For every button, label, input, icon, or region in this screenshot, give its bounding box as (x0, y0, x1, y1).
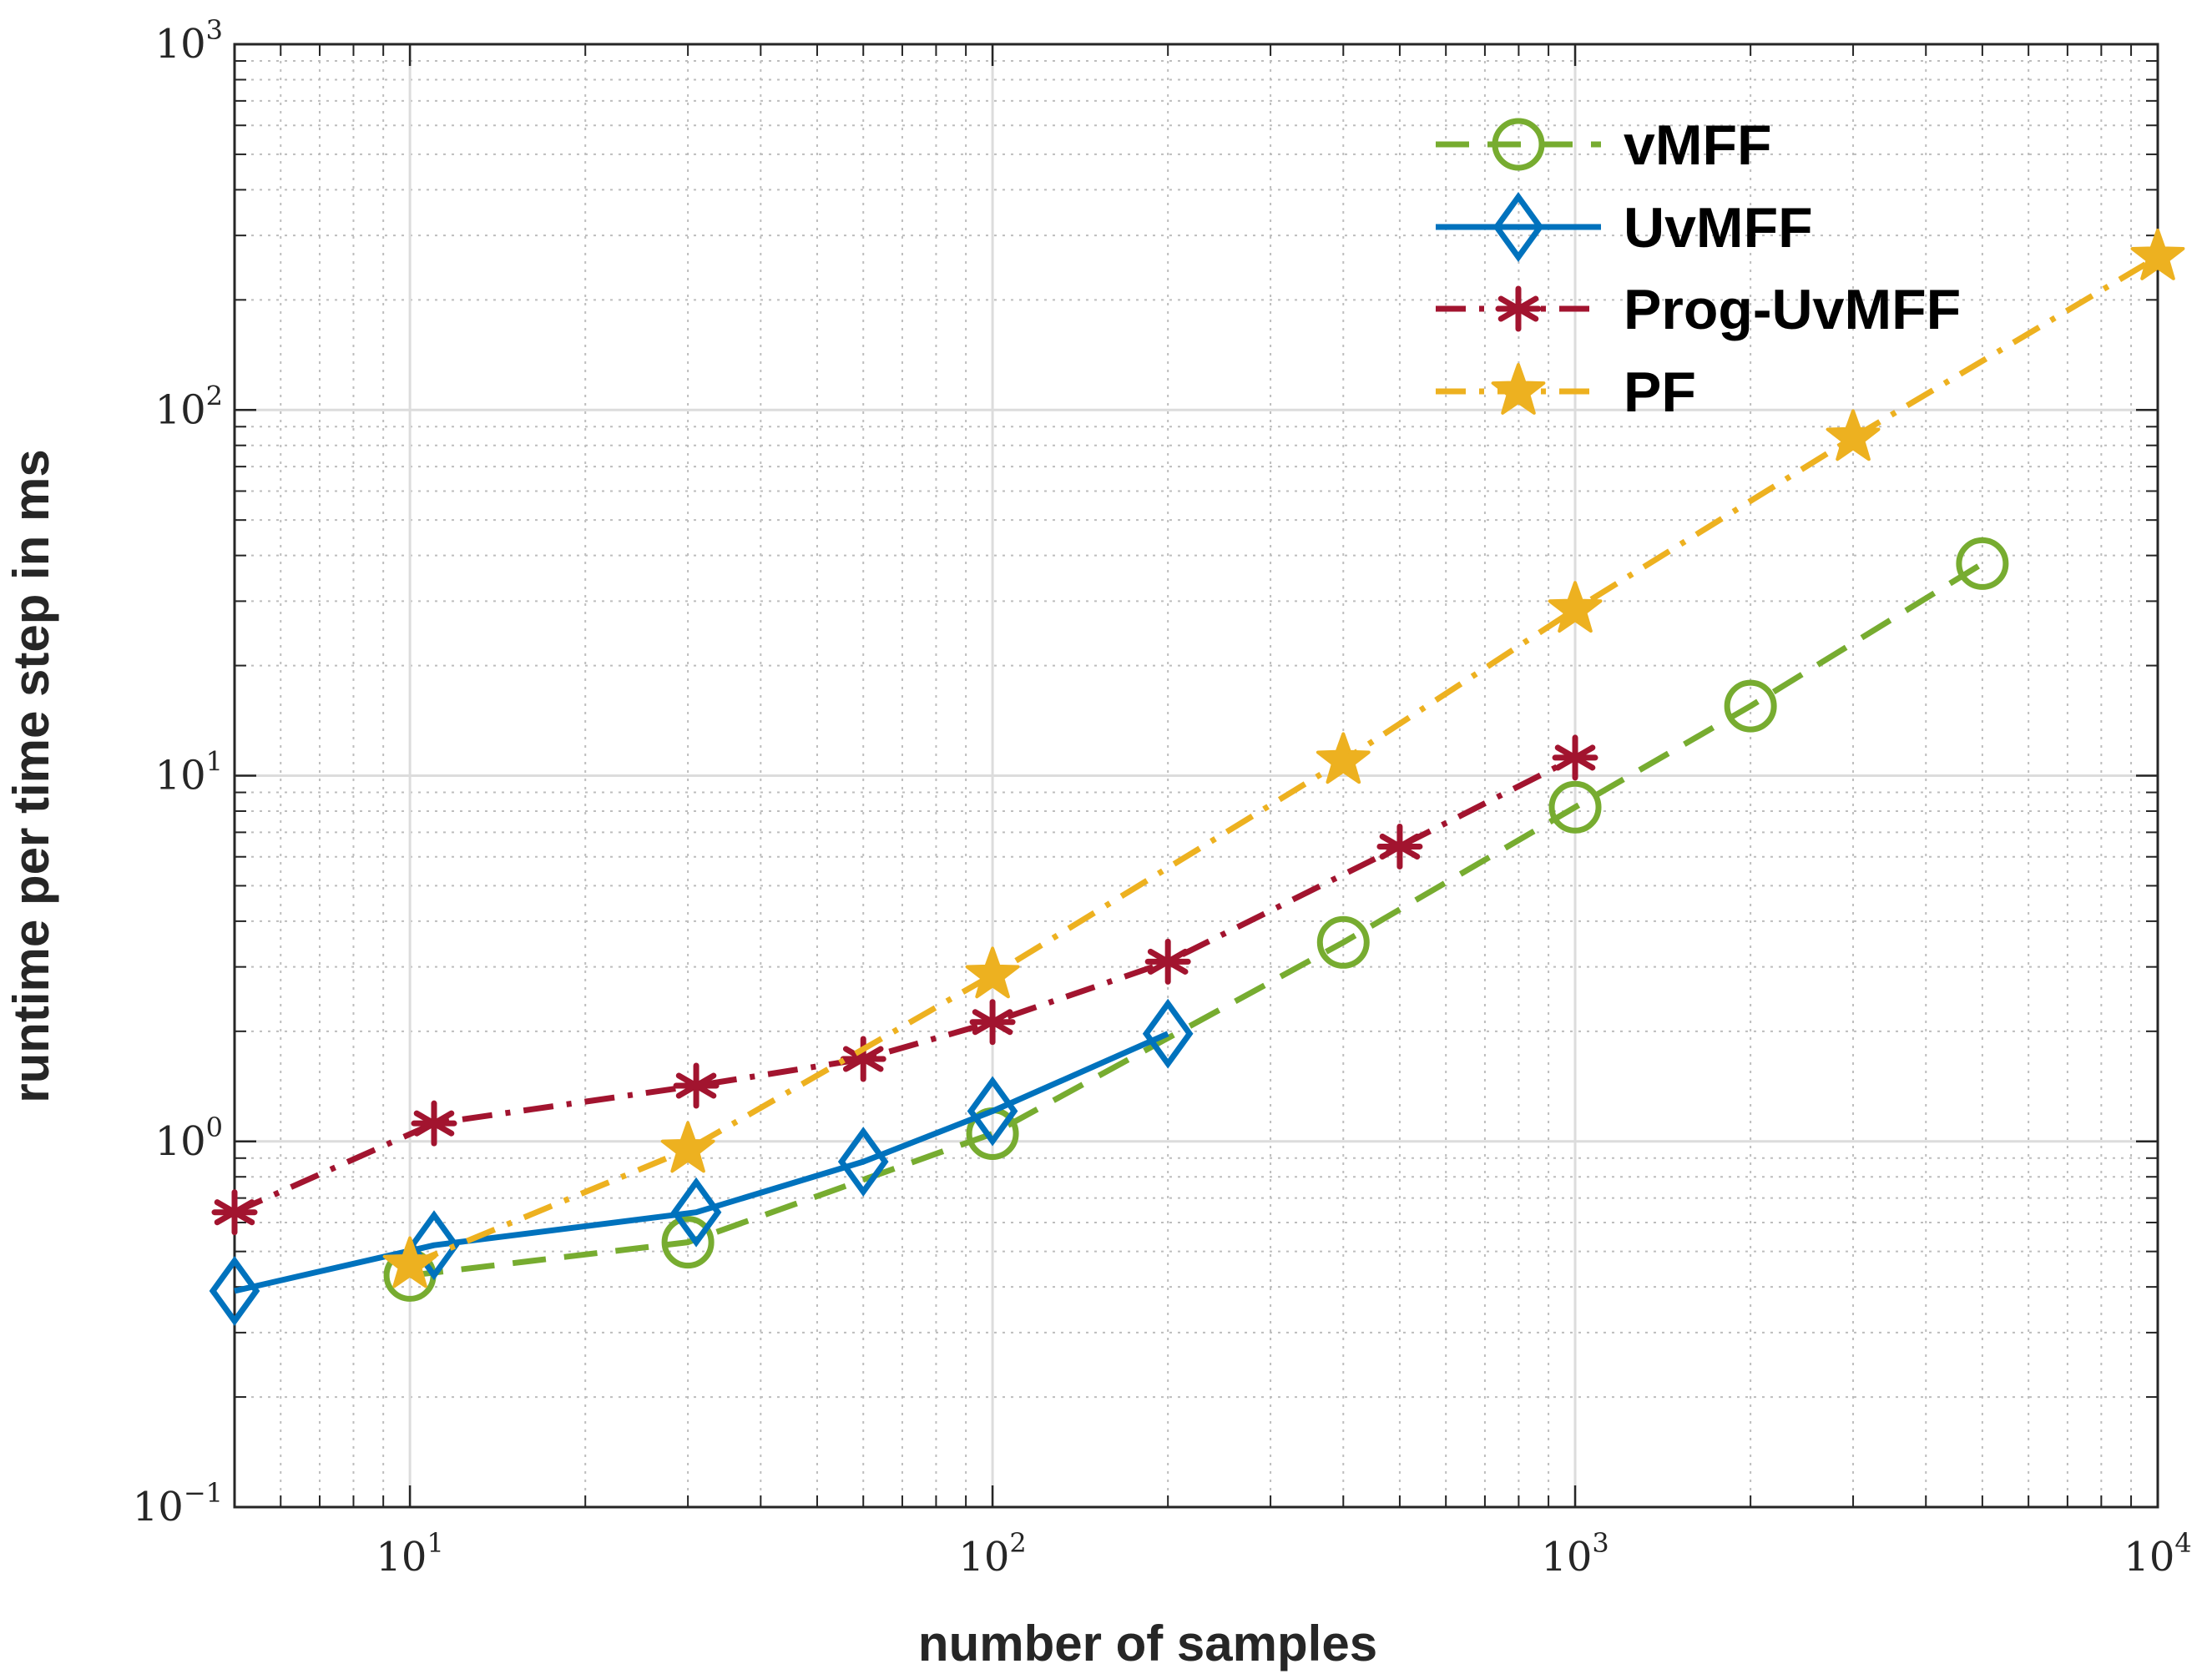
data-point-pf (2130, 228, 2185, 280)
legend-item-uvmff: UvMFF (1436, 192, 1813, 262)
series-line-uvmff (234, 1031, 1169, 1294)
legend-marker-prog-uvmff (1495, 285, 1542, 332)
data-point-prog-uvmff (673, 1062, 720, 1109)
data-point-uvmff (670, 1177, 722, 1248)
legend-label-vmff: vMFF (1624, 113, 1772, 177)
data-point-vmff (1548, 780, 1602, 834)
series-uvmff (209, 998, 1194, 1326)
series-prog-uvmff (211, 734, 1598, 1236)
legend-item-pf: PF (1436, 361, 1696, 424)
data-point-uvmff (408, 1210, 460, 1281)
legend-marker-pf (1491, 363, 1546, 415)
x-axis-title: number of samples (918, 1616, 1377, 1671)
x-tick-label: 103 (1541, 1527, 1608, 1581)
legend-marker-vmff (1492, 118, 1545, 171)
minor-grid (235, 44, 2158, 1507)
data-point-uvmff (209, 1255, 260, 1326)
data-point-pf (1826, 409, 1881, 461)
x-tick-label: 101 (376, 1527, 443, 1581)
legend-label-pf: PF (1624, 361, 1696, 424)
tick-labels: 101 102 103 104 10−1 100 101 102 103 (133, 14, 2192, 1581)
y-tick-label: 102 (155, 380, 223, 433)
major-grid (235, 44, 2158, 1507)
legend-label-prog-uvmff: Prog-UvMFF (1624, 278, 1961, 341)
series-layer (209, 228, 2185, 1326)
data-point-uvmff (837, 1127, 889, 1198)
data-point-prog-uvmff (1552, 734, 1598, 781)
data-point-prog-uvmff (840, 1036, 886, 1082)
data-point-pf (1548, 581, 1603, 633)
data-point-prog-uvmff (211, 1189, 258, 1236)
data-point-vmff (1724, 679, 1777, 733)
data-point-prog-uvmff (969, 999, 1016, 1046)
data-point-prog-uvmff (1376, 823, 1423, 870)
y-tick-label: 10−1 (133, 1477, 223, 1530)
data-point-uvmff (1142, 998, 1194, 1069)
x-tick-label: 102 (958, 1527, 1026, 1581)
data-point-pf (660, 1121, 715, 1173)
x-tick-label: 104 (2124, 1527, 2191, 1581)
legend-label-uvmff: UvMFF (1624, 196, 1813, 260)
series-line-prog-uvmff (233, 754, 1577, 1215)
data-point-vmff (1316, 915, 1370, 969)
legend-item-vmff: vMFF (1436, 113, 1772, 177)
data-point-vmff (1956, 537, 2009, 590)
series-pf (382, 228, 2185, 1288)
plot-frame (233, 43, 2159, 1509)
series-line-vmff (409, 561, 1984, 1278)
legend: vMFF UvMFF Prog-UvMFF PF (1436, 113, 1961, 424)
legend-item-prog-uvmff: Prog-UvMFF (1436, 278, 1961, 341)
y-tick-label: 103 (155, 14, 223, 68)
data-point-prog-uvmff (1144, 938, 1191, 985)
data-point-vmff (661, 1216, 715, 1269)
data-point-pf (382, 1236, 437, 1288)
y-tick-label: 100 (155, 1112, 223, 1165)
data-point-prog-uvmff (411, 1100, 457, 1147)
y-axis-title: runtime per time step in ms (3, 449, 59, 1103)
y-tick-label: 101 (155, 746, 223, 799)
data-point-pf (1316, 732, 1371, 784)
axes (233, 43, 2159, 1509)
legend-marker-uvmff (1492, 192, 1544, 262)
data-point-pf (965, 946, 1020, 999)
data-point-uvmff (967, 1076, 1018, 1147)
